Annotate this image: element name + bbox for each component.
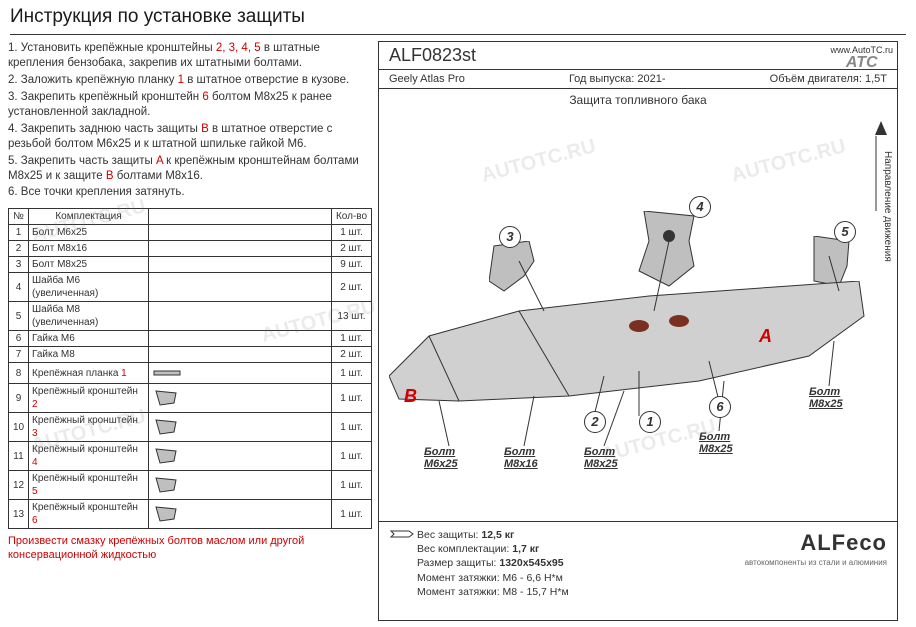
corner-logo: www.AutoTC.ru ATC [830,46,893,71]
part-number: ALF0823st [389,45,476,66]
title-underline [10,34,906,35]
drawing-body: Направление движения [379,111,897,521]
corner-brand: ATC [830,55,893,71]
part-thumb-icon [152,447,182,465]
left-column: 1. Установить крепёжные кронштейны 2, 3,… [8,41,378,621]
brand-tagline: автокомпоненты из стали и алюминия [677,558,887,569]
instruction-line: 2. Заложить крепёжную планку 1 в штатное… [8,73,372,88]
instruction-line: 6. Все точки крепления затянуть. [8,185,372,200]
bottom-info: Вес защиты: 12,5 кг Вес комплектации: 1,… [379,521,897,605]
part-thumb-icon [152,476,182,494]
weight-value: 12,5 кг [481,529,514,541]
callout-4: 4 [689,196,711,218]
skid-plate-icon [389,281,869,411]
table-row: 2Болт M8x162 шт. [9,241,372,257]
bom-table: № Комплектация Кол-во 1Болт М6х251 шт.2Б… [8,208,372,529]
instruction-line: 4. Закрепить заднюю часть защиты B в шта… [8,122,372,152]
size-label: Размер защиты: [417,557,496,569]
direction-label: Направление движения [882,151,893,262]
vehicle-year: Год выпуска: 2021- [569,73,666,85]
kit-weight-value: 1,7 кг [512,543,539,555]
table-row: 9Крепёжный кронштейн 21 шт. [9,384,372,413]
bom-head-qty: Кол-во [332,209,372,225]
torque-m6: М6 - 6,6 Н*м [503,572,563,584]
callout-1: 1 [639,411,661,433]
vehicle-model: Geely Atlas Pro [389,73,465,85]
table-row: 4Шайба М6 (увеличенная)2 шт. [9,273,372,302]
table-row: 12Крепёжный кронштейн 51 шт. [9,471,372,500]
table-row: 5Шайба М8 (увеличенная)13 шт. [9,302,372,331]
instruction-line: 5. Закрепить часть защиты A к крепёжным … [8,154,372,184]
part-thumb-icon [152,418,182,436]
bolt-label: БолтM8x25 [699,431,733,455]
bom-head-img [149,209,332,225]
table-row: 1Болт М6х251 шт. [9,225,372,241]
bracket-4-icon [634,211,704,291]
direction-arrow-icon [875,121,887,135]
size-value: 1320x545x95 [499,557,563,569]
table-row: 8Крепёжная планка 11 шт. [9,363,372,384]
page-title: Инструкция по установке защиты [0,0,916,32]
weight-label: Вес защиты: [417,529,478,541]
table-row: 3Болт М8х259 шт. [9,257,372,273]
callout-3: 3 [499,226,521,248]
instructions: 1. Установить крепёжные кронштейны 2, 3,… [8,41,372,200]
callout-6: 6 [709,396,731,418]
bom-head-num: № [9,209,29,225]
instruction-line: 3. Закрепить крепёжный кронштейн 6 болто… [8,90,372,120]
instruction-line: 1. Установить крепёжные кронштейны 2, 3,… [8,41,372,71]
table-row: 10Крепёжный кронштейн 31 шт. [9,413,372,442]
wrench-icon [389,528,415,540]
part-thumb-icon [152,364,182,382]
torque-m8: М8 - 15,7 Н*м [503,586,569,598]
torque-label: Момент затяжки: [417,572,500,584]
table-row: 6Гайка М61 шт. [9,331,372,347]
zone-label-A: A [759,326,772,347]
bom-head-comp: Комплектация [29,209,149,225]
vehicle-engine: Объём двигателя: 1,5Т [770,73,887,85]
torque-label2: Момент затяжки: [417,586,500,598]
part-thumb-icon [152,505,182,523]
drawing-title: Защита топливного бака [379,89,897,111]
bolt-label: БолтМ6x25 [424,446,458,470]
part-thumb-icon [152,389,182,407]
bolt-label: БолтM8x25 [584,446,618,470]
drawing-panel: www.AutoTC.ru ATC ALF0823st Geely Atlas … [378,41,898,621]
footer-note: Произвести смазку крепёжных болтов масло… [8,535,372,561]
kit-weight-label: Вес комплектации: [417,543,509,555]
zone-label-B: B [404,386,417,407]
bolt-label: БолтM8x16 [504,446,538,470]
bolt-label: БолтM8x25 [809,386,843,410]
brand-logo: ALFeco [677,528,887,558]
callout-2: 2 [584,411,606,433]
table-row: 11Крепёжный кронштейн 41 шт. [9,442,372,471]
callout-5: 5 [834,221,856,243]
table-row: 7Гайка M82 шт. [9,347,372,363]
table-row: 13Крепёжный кронштейн 61 шт. [9,500,372,529]
